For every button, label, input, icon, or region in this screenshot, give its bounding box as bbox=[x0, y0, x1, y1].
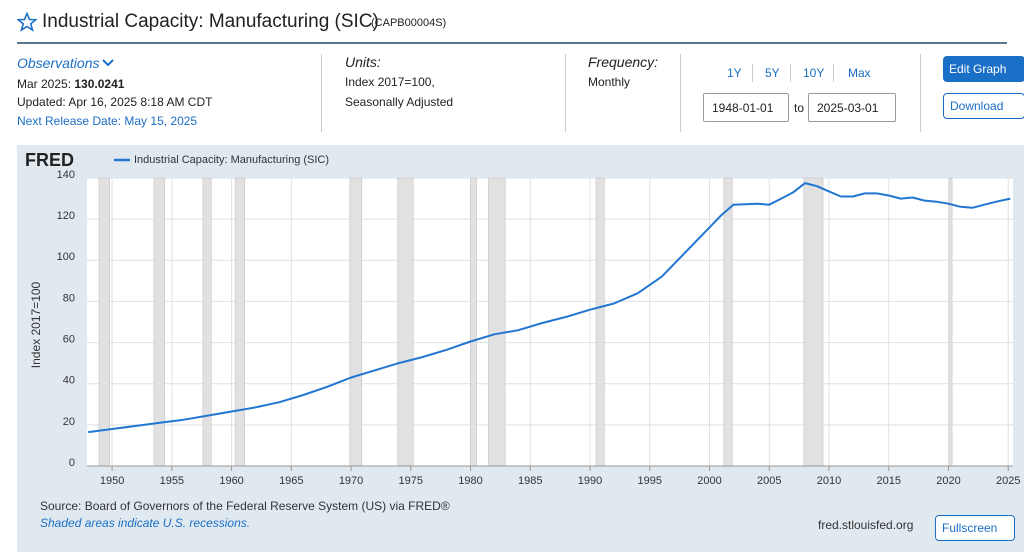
y-tick-label: 60 bbox=[63, 333, 75, 345]
recession-band bbox=[202, 177, 212, 467]
download-text: Download bbox=[950, 99, 1004, 113]
separator bbox=[920, 54, 921, 132]
chart: FRED Industrial Capacity: Manufacturing … bbox=[17, 145, 1024, 552]
recession-band bbox=[488, 177, 506, 467]
x-tick-label: 1975 bbox=[399, 475, 423, 487]
x-tick-label: 1955 bbox=[160, 475, 184, 487]
legend-label: Industrial Capacity: Manufacturing (SIC) bbox=[134, 154, 329, 166]
recession-band bbox=[803, 177, 824, 467]
x-tick-label: 2025 bbox=[996, 475, 1020, 487]
edit-graph-button[interactable]: Edit Graph bbox=[943, 56, 1024, 82]
recession-band bbox=[470, 177, 477, 467]
title: Industrial Capacity: Manufacturing (SIC) bbox=[42, 11, 379, 32]
fullscreen-text: Fullscreen bbox=[942, 521, 998, 535]
x-tick-label: 1995 bbox=[638, 475, 662, 487]
x-tick-label: 1980 bbox=[458, 475, 482, 487]
y-tick-label: 0 bbox=[69, 457, 75, 469]
separator bbox=[833, 64, 834, 82]
y-tick-label: 20 bbox=[63, 416, 75, 428]
recession-band bbox=[595, 177, 605, 467]
separator bbox=[752, 64, 753, 82]
y-axis-label: Index 2017=100 bbox=[29, 281, 43, 368]
source: Source: Board of Governors of the Federa… bbox=[40, 499, 450, 513]
recession-band bbox=[234, 177, 246, 467]
fullscreen-button[interactable]: Fullscreen bbox=[935, 515, 1015, 541]
fred-logo: FRED bbox=[25, 150, 74, 170]
obs-value: 130.0241 bbox=[74, 77, 125, 91]
divider bbox=[17, 42, 1007, 44]
range-button[interactable]: 5Y bbox=[765, 66, 780, 80]
recession-band bbox=[949, 177, 953, 467]
frequency-value: Monthly bbox=[588, 75, 631, 89]
x-tick-label: 1965 bbox=[279, 475, 303, 487]
range-button[interactable]: 1Y bbox=[727, 66, 742, 80]
y-tick-label: 120 bbox=[57, 210, 75, 222]
y-tick-label: 80 bbox=[63, 292, 75, 304]
edit-graph-text: Edit Graph bbox=[949, 62, 1007, 76]
x-tick-label: 2015 bbox=[876, 475, 900, 487]
units-line1: Index 2017=100, bbox=[345, 75, 435, 89]
recession-band bbox=[349, 177, 363, 467]
y-tick-label: 140 bbox=[57, 169, 75, 181]
x-tick-label: 2010 bbox=[817, 475, 841, 487]
range-button[interactable]: Max bbox=[848, 66, 871, 80]
separator bbox=[790, 64, 791, 82]
recession-band bbox=[98, 177, 111, 467]
chevron[interactable] bbox=[102, 57, 114, 69]
y-tick-label: 100 bbox=[57, 251, 75, 263]
x-tick-label: 2000 bbox=[697, 475, 721, 487]
to-label: to bbox=[794, 101, 805, 115]
range-button[interactable]: 10Y bbox=[803, 66, 825, 80]
updated: Updated: Apr 16, 2025 8:18 AM CDT bbox=[17, 95, 213, 109]
separator bbox=[680, 54, 681, 132]
end-date-input[interactable]: 2025-03-01 bbox=[808, 93, 896, 122]
units-label: Units: bbox=[345, 54, 381, 70]
x-tick-label: 2005 bbox=[757, 475, 781, 487]
frequency-label: Frequency: bbox=[588, 54, 659, 70]
separator bbox=[321, 54, 322, 132]
x-tick-label: 1950 bbox=[100, 475, 124, 487]
x-tick-label: 1990 bbox=[578, 475, 602, 487]
x-tick-label: 2020 bbox=[936, 475, 960, 487]
x-tick-label: 1985 bbox=[518, 475, 542, 487]
star-icon[interactable] bbox=[17, 12, 37, 32]
recession-band bbox=[397, 177, 414, 467]
x-tick-label: 1960 bbox=[219, 475, 243, 487]
obs-date: Mar 2025: bbox=[17, 77, 72, 91]
separator bbox=[565, 54, 566, 132]
site: fred.stlouisfed.org bbox=[818, 518, 913, 532]
next-release[interactable]: Next Release Date: May 15, 2025 bbox=[17, 114, 198, 128]
recession-band bbox=[723, 177, 733, 467]
x-tick-label: 1970 bbox=[339, 475, 363, 487]
recession-note: Shaded areas indicate U.S. recessions. bbox=[40, 516, 250, 530]
observations-label[interactable]: Observations bbox=[17, 55, 100, 71]
series-id: (CAPB00004S) bbox=[371, 17, 447, 29]
start-date-input[interactable]: 1948-01-01 bbox=[703, 93, 789, 122]
y-tick-label: 40 bbox=[63, 375, 75, 387]
download-button[interactable]: Download bbox=[943, 93, 1024, 119]
units-line2: Seasonally Adjusted bbox=[345, 95, 454, 109]
data-line bbox=[88, 182, 1011, 434]
